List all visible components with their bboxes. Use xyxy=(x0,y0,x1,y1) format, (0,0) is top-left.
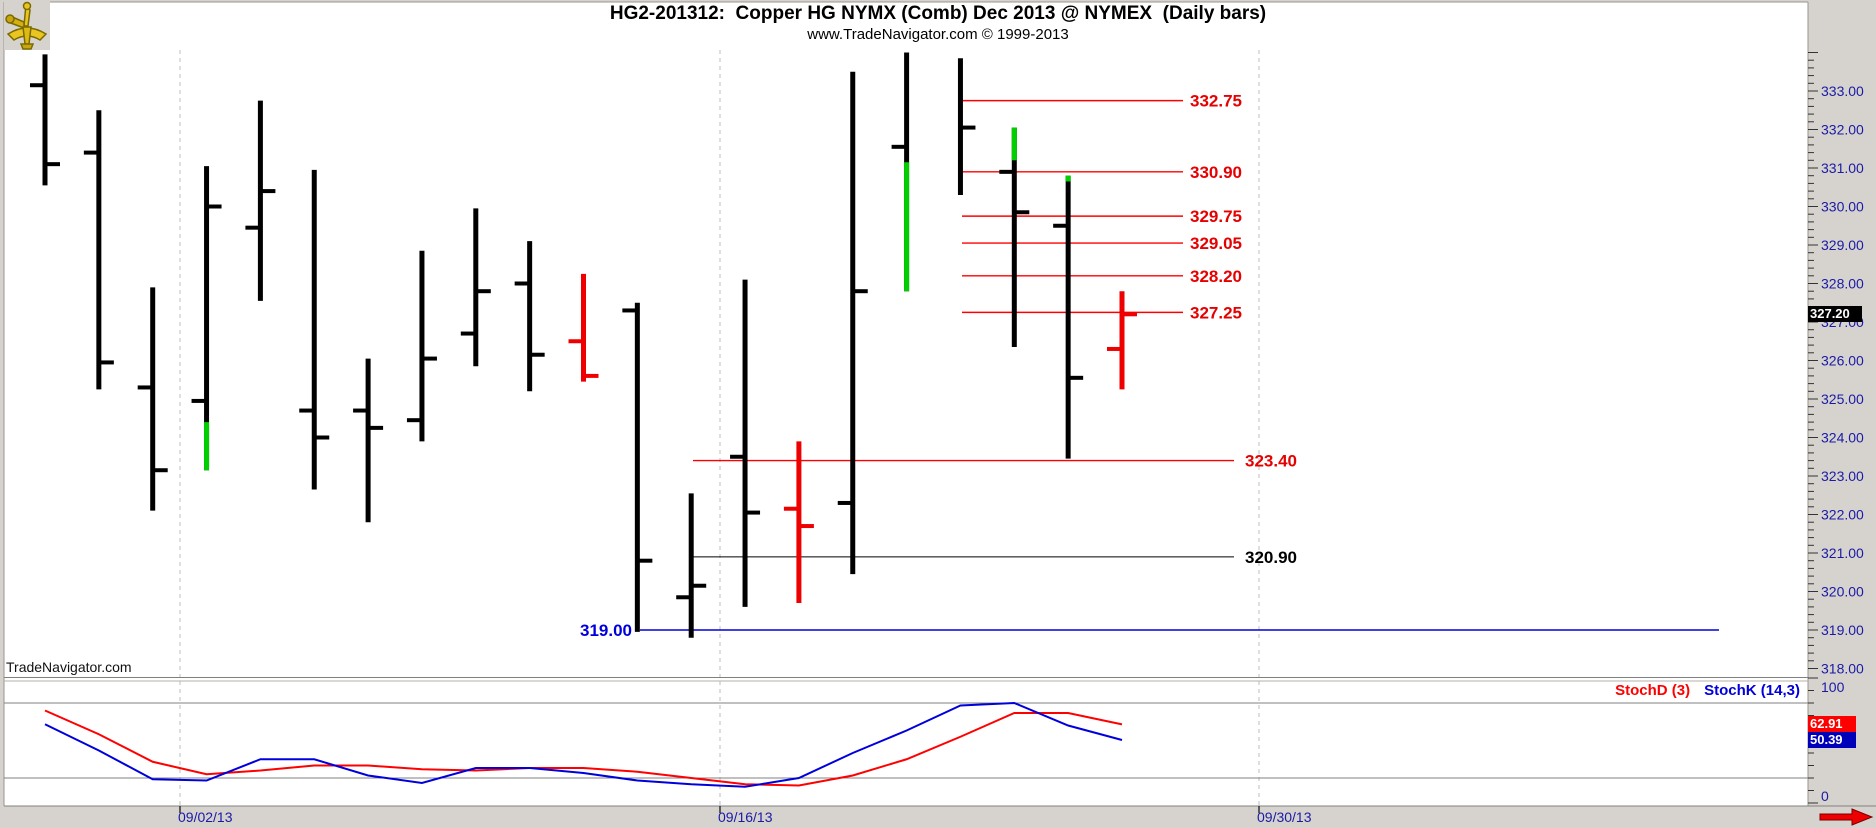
price-bars xyxy=(30,52,1137,638)
stoch-axis-100-label: 100 xyxy=(1821,679,1845,695)
current-price-badge: 327.20 xyxy=(1808,306,1862,323)
svg-text:328.00: 328.00 xyxy=(1821,276,1864,292)
svg-text:319.00: 319.00 xyxy=(1821,622,1864,638)
svg-text:320.00: 320.00 xyxy=(1821,584,1864,600)
chart-subtitle: www.TradeNavigator.com © 1999-2013 xyxy=(807,26,1069,43)
svg-text:318.00: 318.00 xyxy=(1821,661,1864,677)
stoch-axis-0-label: 0 xyxy=(1821,788,1829,804)
level-lines: 332.75 330.90 329.75 329.05 328.20 327.25 323.… xyxy=(580,92,1719,640)
stochk-line xyxy=(44,701,1123,788)
svg-text:332.00: 332.00 xyxy=(1821,122,1864,138)
scroll-right-button[interactable] xyxy=(1818,806,1876,828)
date-label: 09/02/13 xyxy=(178,809,233,825)
stochk-legend-label: StochK (14,3) xyxy=(1704,681,1800,699)
price-axis: 333.00 332.00 331.00 330.00 329.00 328.00 327.… xyxy=(1808,52,1864,677)
stochd-value-badge: 62.91 xyxy=(1808,716,1856,733)
svg-text:327.25: 327.25 xyxy=(1190,303,1242,322)
watermark-text: TradeNavigator.com xyxy=(6,659,132,675)
svg-text:332.75: 332.75 xyxy=(1190,92,1242,111)
stochastic-legend: StochD (3) StochK (14,3) xyxy=(1400,680,1800,700)
svg-text:322.00: 322.00 xyxy=(1821,507,1864,523)
chart-title: HG2-201312: Copper HG NYMX (Comb) Dec 20… xyxy=(609,3,1267,24)
svg-text:329.05: 329.05 xyxy=(1190,234,1242,253)
date-label: 09/30/13 xyxy=(1257,809,1312,825)
svg-text:330.90: 330.90 xyxy=(1190,163,1242,182)
svg-text:328.20: 328.20 xyxy=(1190,267,1242,286)
svg-text:321.00: 321.00 xyxy=(1821,545,1864,561)
svg-text:331.00: 331.00 xyxy=(1821,160,1864,176)
svg-text:325.00: 325.00 xyxy=(1821,391,1864,407)
scroll-right-arrow-icon xyxy=(1819,808,1874,826)
stochd-legend-label: StochD (3) xyxy=(1615,681,1691,699)
vertical-gridlines xyxy=(179,50,1260,806)
svg-text:320.90: 320.90 xyxy=(1245,548,1297,567)
stochd-line xyxy=(44,709,1123,787)
date-label: 09/16/13 xyxy=(718,809,773,825)
svg-text:323.00: 323.00 xyxy=(1821,468,1864,484)
svg-text:326.00: 326.00 xyxy=(1821,353,1864,369)
svg-text:329.00: 329.00 xyxy=(1821,237,1864,253)
svg-text:324.00: 324.00 xyxy=(1821,430,1864,446)
date-axis-ticks xyxy=(179,806,1260,813)
panel-borders xyxy=(3,1,1876,807)
tradenavigator-logo-icon xyxy=(4,0,50,50)
svg-text:323.40: 323.40 xyxy=(1245,452,1297,471)
stochk-value-badge: 50.39 xyxy=(1808,732,1856,748)
svg-text:333.00: 333.00 xyxy=(1821,83,1864,99)
svg-text:319.00: 319.00 xyxy=(580,621,632,640)
svg-text:330.00: 330.00 xyxy=(1821,199,1864,215)
svg-text:329.75: 329.75 xyxy=(1190,207,1242,226)
